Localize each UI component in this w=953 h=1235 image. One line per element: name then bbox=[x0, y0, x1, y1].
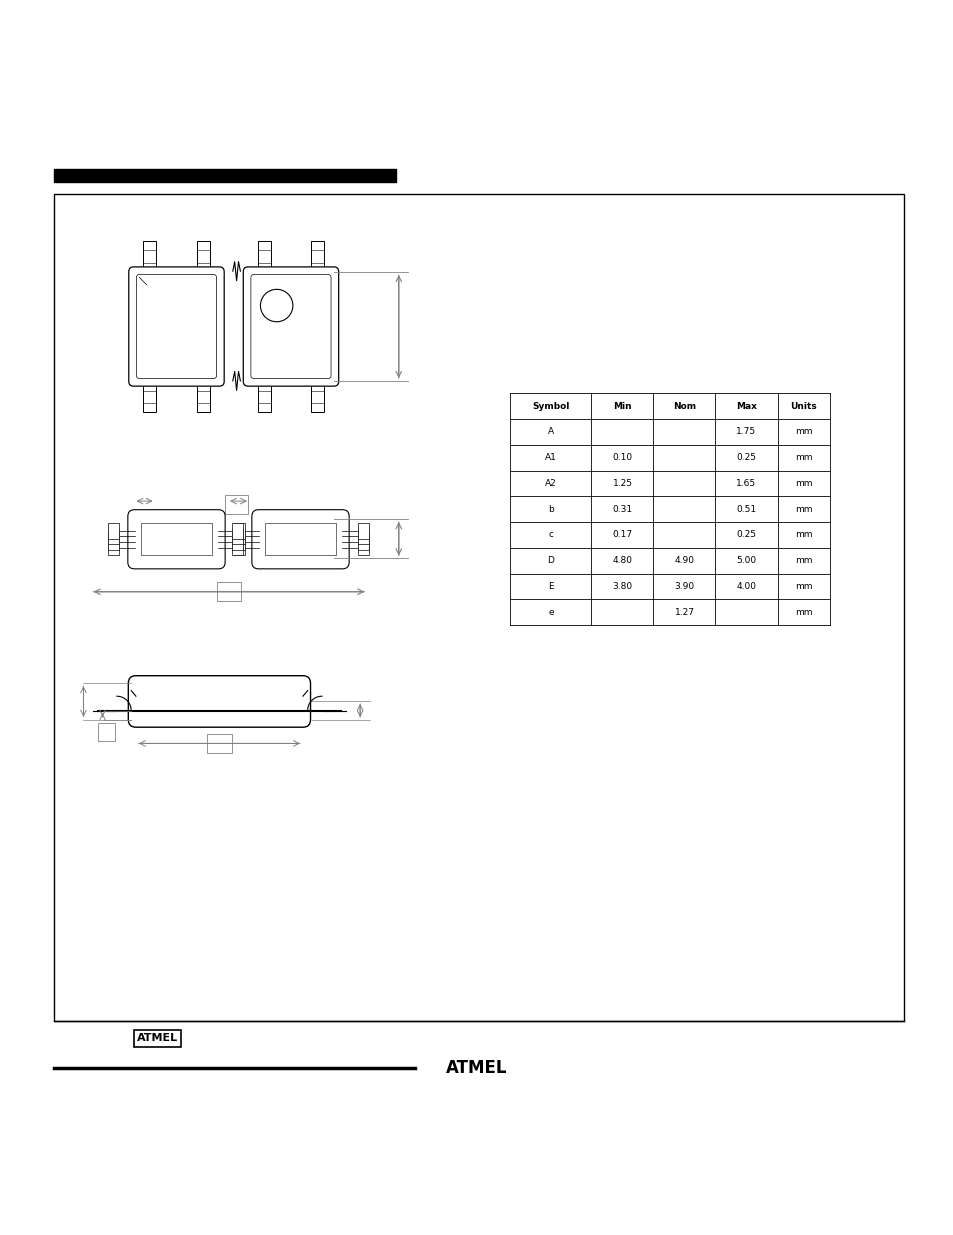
Bar bbox=[358, 529, 368, 545]
Bar bbox=[225, 495, 248, 515]
Text: 1.75: 1.75 bbox=[736, 427, 756, 436]
FancyBboxPatch shape bbox=[128, 676, 311, 727]
FancyBboxPatch shape bbox=[129, 267, 224, 387]
Text: mm: mm bbox=[794, 531, 812, 540]
Circle shape bbox=[260, 289, 293, 322]
Text: c: c bbox=[548, 531, 553, 540]
Text: Symbol: Symbol bbox=[532, 401, 569, 411]
Bar bbox=[143, 382, 156, 412]
Text: 4.90: 4.90 bbox=[674, 556, 694, 566]
Bar bbox=[109, 529, 119, 545]
Text: A2: A2 bbox=[544, 479, 557, 488]
Bar bbox=[143, 241, 156, 272]
Text: 0.25: 0.25 bbox=[736, 453, 756, 462]
Text: e: e bbox=[548, 608, 553, 616]
Bar bbox=[207, 734, 232, 753]
Text: 0.51: 0.51 bbox=[736, 505, 756, 514]
Bar bbox=[233, 524, 242, 538]
Bar bbox=[141, 524, 212, 556]
Bar bbox=[257, 241, 271, 272]
Text: A1: A1 bbox=[544, 453, 557, 462]
Bar bbox=[109, 535, 119, 550]
Bar bbox=[109, 524, 119, 538]
Text: Nom: Nom bbox=[672, 401, 696, 411]
Bar bbox=[311, 241, 324, 272]
Text: Units: Units bbox=[789, 401, 817, 411]
Text: 1.65: 1.65 bbox=[736, 479, 756, 488]
Text: D: D bbox=[547, 556, 554, 566]
Text: mm: mm bbox=[794, 608, 812, 616]
Text: E: E bbox=[548, 582, 553, 592]
Bar bbox=[233, 540, 242, 556]
Bar bbox=[54, 194, 903, 1021]
FancyBboxPatch shape bbox=[128, 510, 225, 569]
Text: mm: mm bbox=[794, 479, 812, 488]
Bar bbox=[109, 540, 119, 556]
Bar bbox=[233, 529, 244, 545]
Bar bbox=[311, 382, 324, 412]
Text: ATMEL: ATMEL bbox=[446, 1058, 507, 1077]
Bar bbox=[196, 382, 210, 412]
Text: mm: mm bbox=[794, 427, 812, 436]
Text: 0.25: 0.25 bbox=[736, 531, 756, 540]
Text: A: A bbox=[547, 427, 554, 436]
Text: 4.00: 4.00 bbox=[736, 582, 756, 592]
Text: mm: mm bbox=[794, 556, 812, 566]
Bar bbox=[233, 529, 242, 545]
Text: 0.10: 0.10 bbox=[612, 453, 632, 462]
Bar bbox=[216, 582, 241, 601]
Text: 5.00: 5.00 bbox=[736, 556, 756, 566]
Bar bbox=[257, 382, 271, 412]
Bar bbox=[233, 535, 244, 550]
Bar bbox=[98, 724, 114, 741]
Text: Min: Min bbox=[613, 401, 631, 411]
Text: mm: mm bbox=[794, 505, 812, 514]
Bar bbox=[233, 524, 244, 538]
Text: 1.25: 1.25 bbox=[612, 479, 632, 488]
Text: 0.31: 0.31 bbox=[612, 505, 632, 514]
Text: mm: mm bbox=[794, 582, 812, 592]
Bar bbox=[233, 540, 244, 556]
Text: ATMEL: ATMEL bbox=[136, 1034, 178, 1044]
Text: b: b bbox=[547, 505, 554, 514]
Bar bbox=[233, 535, 242, 550]
Bar bbox=[358, 535, 368, 550]
Text: 0.17: 0.17 bbox=[612, 531, 632, 540]
Bar bbox=[358, 540, 368, 556]
Text: mm: mm bbox=[794, 453, 812, 462]
Bar bbox=[54, 169, 395, 183]
FancyBboxPatch shape bbox=[252, 510, 349, 569]
Text: 3.80: 3.80 bbox=[612, 582, 632, 592]
Text: 1.27: 1.27 bbox=[674, 608, 694, 616]
Text: Max: Max bbox=[736, 401, 756, 411]
Bar bbox=[265, 524, 335, 556]
Text: 4.80: 4.80 bbox=[612, 556, 632, 566]
Bar bbox=[358, 524, 368, 538]
Bar bbox=[196, 241, 210, 272]
Text: 3.90: 3.90 bbox=[674, 582, 694, 592]
FancyBboxPatch shape bbox=[243, 267, 338, 387]
